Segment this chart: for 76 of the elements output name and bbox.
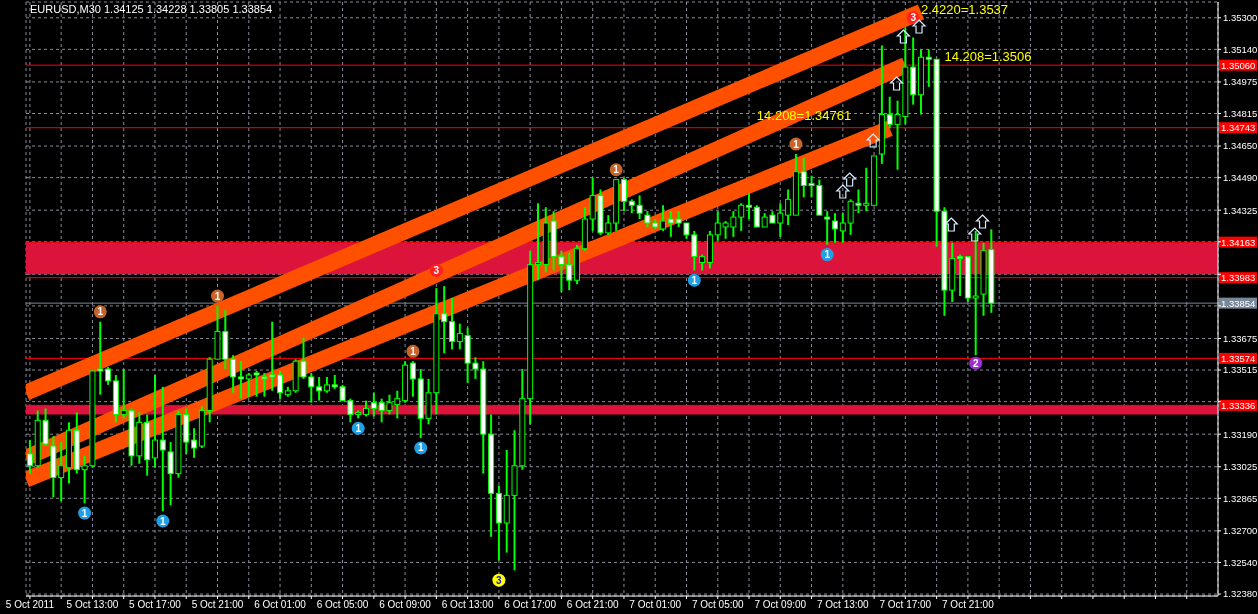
y-tick-label: 1.34815 xyxy=(1223,107,1258,119)
x-tick-label: 6 Oct 17:00 xyxy=(504,599,557,611)
x-tick-label: 5 Oct 17:00 xyxy=(129,599,182,611)
candlestick xyxy=(667,210,674,238)
annotation: 1 xyxy=(214,290,221,302)
y-tick-label: 1.33190 xyxy=(1223,428,1258,440)
annotation: 1 xyxy=(824,249,831,261)
candlestick xyxy=(957,253,964,298)
annotation: 3 xyxy=(433,264,440,276)
candlestick xyxy=(785,188,792,226)
x-tick-label: 6 Oct 21:00 xyxy=(566,599,619,611)
x-tick-label: 5 Oct 13:00 xyxy=(66,599,119,611)
annotation: 1 xyxy=(81,507,88,519)
y-tick-label: 1.34325 xyxy=(1223,204,1258,216)
candlestick xyxy=(746,192,753,221)
candlestick xyxy=(534,202,541,282)
annotation: 1 xyxy=(691,274,698,286)
ref-line-label: 1.33574 xyxy=(1221,352,1256,364)
ref-line-label: 1.33983 xyxy=(1221,272,1256,284)
x-tick-label: 6 Oct 05:00 xyxy=(316,599,369,611)
annotation: 14.208=1.3506 xyxy=(944,49,1032,65)
y-tick-label: 1.35300 xyxy=(1223,12,1258,24)
y-tick-label: 1.34490 xyxy=(1223,172,1258,184)
candlestick xyxy=(159,385,166,513)
annotation: 3 xyxy=(496,574,503,586)
y-tick-label: 1.32540 xyxy=(1223,556,1258,568)
ref-line-label: 1.35060 xyxy=(1221,59,1256,71)
candlestick xyxy=(832,212,838,244)
candlestick xyxy=(26,439,33,475)
ref-line-label: 1.33336 xyxy=(1221,399,1256,411)
annotation: 2.4220=1.3537 xyxy=(920,2,1009,17)
x-tick-label: 7 Oct 05:00 xyxy=(691,599,745,611)
candlestick xyxy=(409,360,416,398)
x-tick-label: 7 Oct 09:00 xyxy=(754,599,807,611)
y-tick-label: 1.32700 xyxy=(1223,525,1258,537)
ref-line-label: 1.34743 xyxy=(1221,122,1256,134)
candlestick xyxy=(191,427,198,459)
x-tick-label: 5 Oct 21:00 xyxy=(191,599,244,611)
annotation: 1 xyxy=(97,306,104,318)
x-tick-label: 6 Oct 13:00 xyxy=(441,599,494,611)
annotation: 1 xyxy=(793,138,800,150)
annotation: 1 xyxy=(160,515,167,527)
candlestick xyxy=(230,354,237,394)
y-tick-label: 1.32380 xyxy=(1223,588,1258,600)
candlestick xyxy=(824,210,831,246)
candlestick xyxy=(620,176,627,213)
annotation: 1 xyxy=(355,422,362,434)
candlestick xyxy=(660,204,667,232)
candlestick xyxy=(448,297,455,351)
annotation: 1 xyxy=(410,345,417,357)
x-tick-label: 7 Oct 01:00 xyxy=(629,599,682,611)
annotation: 1 xyxy=(417,442,424,454)
candlestick xyxy=(316,375,323,402)
x-tick-label: 7 Oct 21:00 xyxy=(942,599,995,611)
y-tick-label: 1.32865 xyxy=(1223,492,1258,504)
y-tick-label: 1.35140 xyxy=(1223,43,1258,55)
y-tick-label: 1.33675 xyxy=(1223,332,1258,344)
annotation: 1 xyxy=(613,164,620,176)
candlestick xyxy=(277,370,284,400)
x-tick-label: 6 Oct 09:00 xyxy=(379,599,432,611)
y-tick-label: 1.34975 xyxy=(1223,76,1258,88)
y-tick-label: 1.33025 xyxy=(1223,461,1258,473)
ref-line-label: 1.33854 xyxy=(1221,297,1256,309)
candlestick xyxy=(237,360,244,400)
annotation: 2 xyxy=(972,357,979,369)
y-tick-label: 1.33515 xyxy=(1223,364,1258,376)
y-tick-label: 1.34650 xyxy=(1223,140,1258,152)
x-tick-label: 5 Oct 2011 xyxy=(5,599,55,611)
x-tick-label: 7 Oct 17:00 xyxy=(879,599,932,611)
candlestick xyxy=(972,229,979,357)
x-tick-label: 7 Oct 13:00 xyxy=(816,599,870,611)
chart-title: EURUSD,M30 1.34125 1.34228 1.33805 1.33854 xyxy=(30,3,273,15)
ref-line-label: 1.34163 xyxy=(1221,236,1256,248)
candlestick xyxy=(151,373,158,469)
x-tick-label: 6 Oct 01:00 xyxy=(254,599,307,611)
annotation: 3 xyxy=(910,12,917,24)
